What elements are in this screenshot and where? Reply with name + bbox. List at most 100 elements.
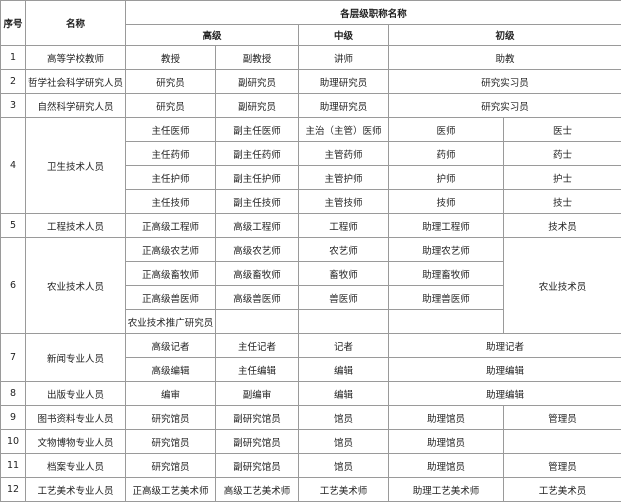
- cell: 研究员: [126, 70, 216, 94]
- cell: 编辑: [299, 358, 389, 382]
- cell: 高级工程师: [216, 214, 299, 238]
- cell: 工程技术人员: [26, 214, 126, 238]
- cell: 助教: [389, 46, 621, 70]
- cell: 主管药师: [299, 142, 389, 166]
- cell: 助理编辑: [389, 382, 621, 406]
- cell: 主任药师: [126, 142, 216, 166]
- cell: 5: [1, 214, 26, 238]
- cell: 9: [1, 406, 26, 430]
- header-cell: 名称: [26, 1, 126, 46]
- cell: 自然科学研究人员: [26, 94, 126, 118]
- cell: 新闻专业人员: [26, 334, 126, 382]
- cell: 编审: [126, 382, 216, 406]
- cell: [504, 430, 621, 454]
- cell: 研究员: [126, 94, 216, 118]
- cell: 高级畜牧师: [216, 262, 299, 286]
- cell: 哲学社会科学研究人员: [26, 70, 126, 94]
- cell: 副研究员: [216, 70, 299, 94]
- cell: 研究馆员: [126, 430, 216, 454]
- cell: 12: [1, 478, 26, 502]
- cell: 副主任护师: [216, 166, 299, 190]
- cell: 高级兽医师: [216, 286, 299, 310]
- cell: 高级编辑: [126, 358, 216, 382]
- cell: [216, 310, 299, 334]
- cell: 助理工艺美术师: [389, 478, 504, 502]
- cell: 1: [1, 46, 26, 70]
- cell: 正高级畜牧师: [126, 262, 216, 286]
- cell: 药师: [389, 142, 504, 166]
- cell: 正高级工程师: [126, 214, 216, 238]
- cell: 研究实习员: [389, 94, 621, 118]
- cell: 主任记者: [216, 334, 299, 358]
- cell: 助理馆员: [389, 430, 504, 454]
- cell: 教授: [126, 46, 216, 70]
- cell: 护师: [389, 166, 504, 190]
- cell: 农业技术推广研究员: [126, 310, 216, 334]
- cell: 副主任技师: [216, 190, 299, 214]
- cell: 技士: [504, 190, 621, 214]
- cell: 文物博物专业人员: [26, 430, 126, 454]
- cell: 档案专业人员: [26, 454, 126, 478]
- cell: 工艺美术专业人员: [26, 478, 126, 502]
- cell: 技术员: [504, 214, 621, 238]
- cell: 副主任药师: [216, 142, 299, 166]
- cell: 图书资料专业人员: [26, 406, 126, 430]
- header-cell: 序号: [1, 1, 26, 46]
- cell: 7: [1, 334, 26, 382]
- cell: 副研究馆员: [216, 430, 299, 454]
- cell: 副编审: [216, 382, 299, 406]
- cell: 医师: [389, 118, 504, 142]
- cell: 工程师: [299, 214, 389, 238]
- cell: 主管技师: [299, 190, 389, 214]
- cell: 讲师: [299, 46, 389, 70]
- cell: 正高级农艺师: [126, 238, 216, 262]
- cell: 主任护师: [126, 166, 216, 190]
- cell: 研究馆员: [126, 406, 216, 430]
- cell: 高级记者: [126, 334, 216, 358]
- header-cell: 高级: [126, 25, 299, 46]
- cell: 医士: [504, 118, 621, 142]
- cell: 馆员: [299, 454, 389, 478]
- header-cell: 初级: [389, 25, 621, 46]
- cell: [389, 310, 504, 334]
- cell: 馆员: [299, 430, 389, 454]
- cell: 主治（主管）医师: [299, 118, 389, 142]
- cell: 高等学校教师: [26, 46, 126, 70]
- cell: 主管护师: [299, 166, 389, 190]
- cell: 副研究员: [216, 94, 299, 118]
- cell: 副教授: [216, 46, 299, 70]
- cell: 正高级工艺美术师: [126, 478, 216, 502]
- cell: 馆员: [299, 406, 389, 430]
- cell: 2: [1, 70, 26, 94]
- cell: 助理兽医师: [389, 286, 504, 310]
- cell: 工艺美术员: [504, 478, 621, 502]
- cell: 农业技术员: [504, 238, 621, 334]
- cell: 副主任医师: [216, 118, 299, 142]
- cell: 助理研究员: [299, 94, 389, 118]
- cell: 卫生技术人员: [26, 118, 126, 214]
- cell: 主任医师: [126, 118, 216, 142]
- cell: 农艺师: [299, 238, 389, 262]
- cell: 研究馆员: [126, 454, 216, 478]
- cell: 助理编辑: [389, 358, 621, 382]
- cell: 助理农艺师: [389, 238, 504, 262]
- cell: 助理工程师: [389, 214, 504, 238]
- cell: 3: [1, 94, 26, 118]
- cell: 出版专业人员: [26, 382, 126, 406]
- cell: 主任技师: [126, 190, 216, 214]
- cell: 助理研究员: [299, 70, 389, 94]
- cell: 助理畜牧师: [389, 262, 504, 286]
- cell: 高级农艺师: [216, 238, 299, 262]
- cell: 畜牧师: [299, 262, 389, 286]
